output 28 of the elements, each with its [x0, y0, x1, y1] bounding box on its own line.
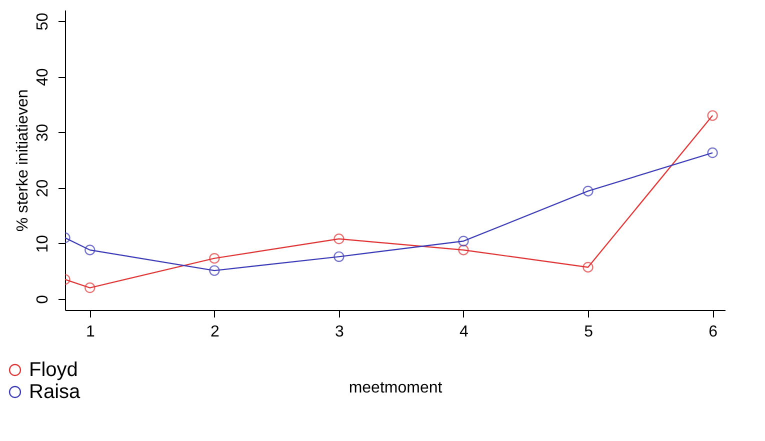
- y-tick-label: 0: [34, 294, 52, 304]
- point: [209, 253, 220, 264]
- x-axis-title: meetmoment: [348, 380, 443, 396]
- point: [84, 282, 96, 294]
- y-tick-label: 20: [34, 179, 52, 198]
- y-tick-label: 40: [34, 68, 52, 86]
- x-tick-label: 5: [584, 324, 594, 340]
- x-tick-label: 6: [708, 324, 718, 340]
- x-tick-label: 3: [335, 324, 344, 340]
- legend-label: Raisa: [29, 381, 82, 403]
- x-tick-label: 4: [460, 324, 469, 340]
- x-tick-label: 2: [210, 324, 220, 340]
- point: [458, 236, 469, 246]
- point: [209, 265, 220, 276]
- point: [458, 244, 469, 256]
- y-axis-title: % sterke initiatieven: [14, 89, 32, 232]
- point: [84, 244, 96, 256]
- x-tick-label: 1: [86, 324, 95, 340]
- y-tick-label: 30: [34, 124, 52, 142]
- y-tick-label: 10: [34, 234, 52, 253]
- point: [582, 186, 594, 196]
- y-tick-label: 50: [34, 12, 52, 31]
- point: [334, 251, 344, 262]
- point: [707, 110, 718, 121]
- point: [334, 234, 344, 244]
- point: [707, 147, 718, 158]
- point: [582, 262, 594, 273]
- legend-label: Floyd: [29, 359, 78, 381]
